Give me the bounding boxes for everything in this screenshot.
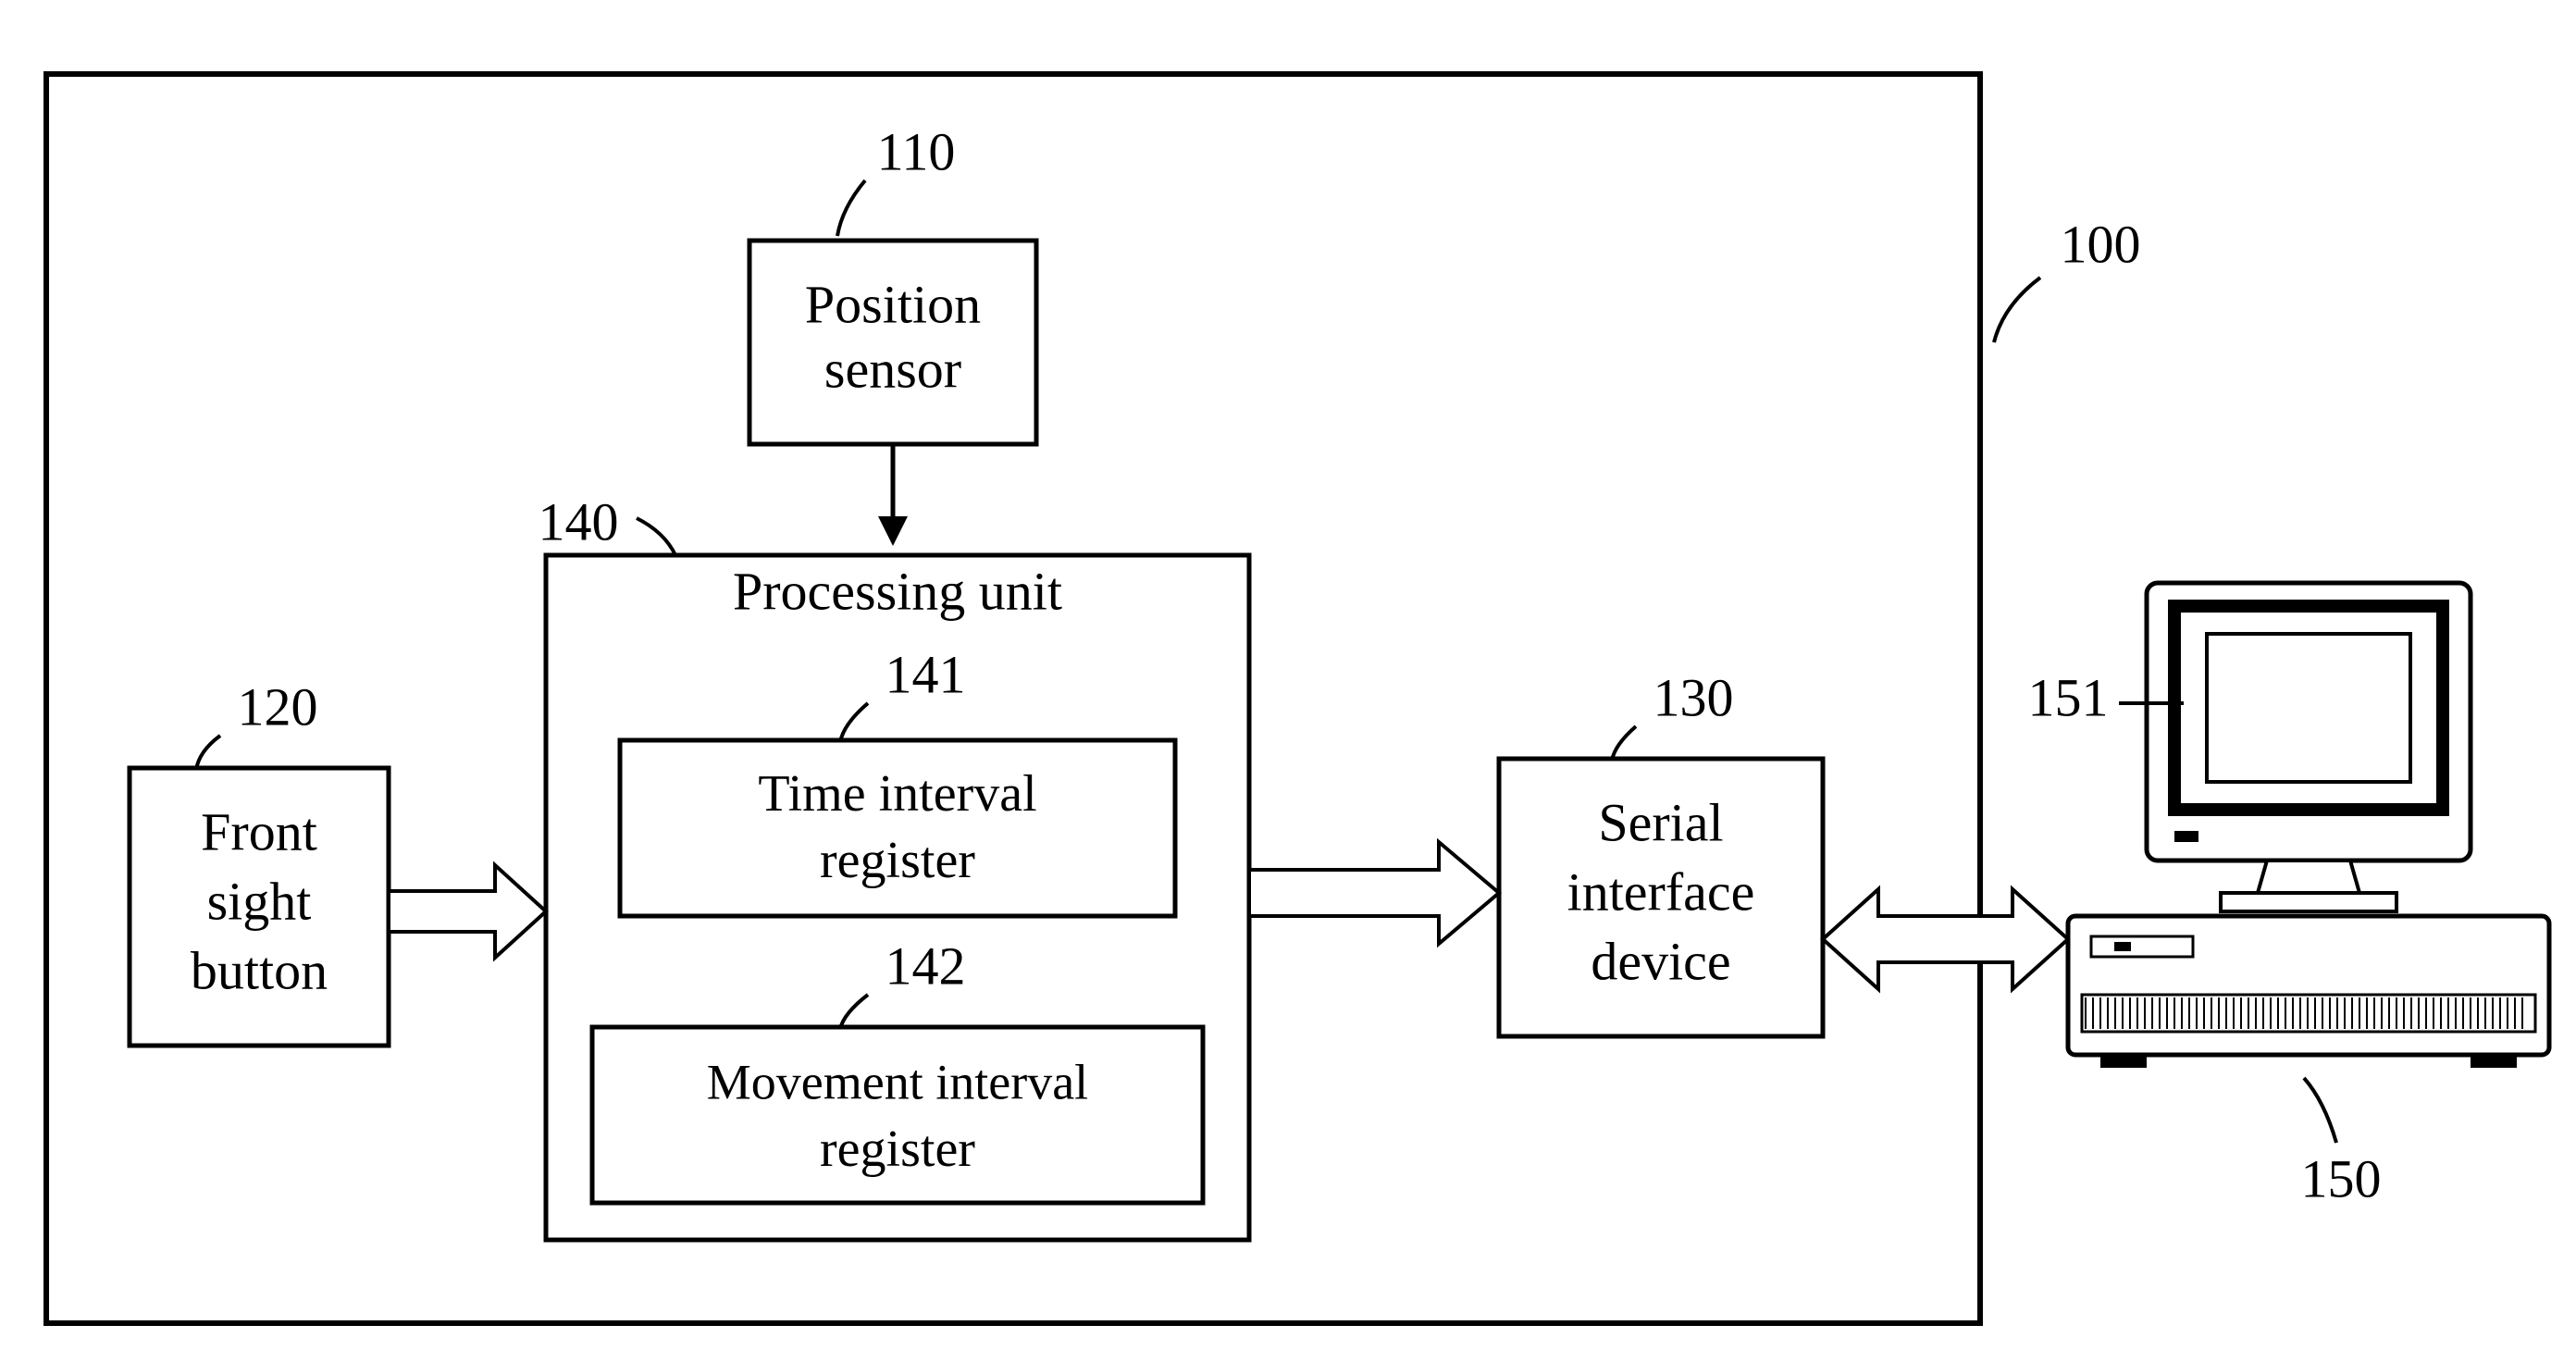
- movement_interval_register-ref: 142: [886, 935, 966, 996]
- serial_interface_device-line-2: device: [1591, 931, 1730, 991]
- position_sensor-line-0: Position: [805, 274, 981, 334]
- time_interval_register-line-1: register: [820, 832, 975, 889]
- processing_unit-title: Processing unit: [733, 561, 1062, 621]
- position_sensor-line-1: sensor: [824, 339, 961, 399]
- movement_interval_register-line-1: register: [820, 1121, 975, 1178]
- time_interval_register-line-0: Time interval: [758, 765, 1036, 823]
- movement_interval_register-line-0: Movement interval: [707, 1054, 1088, 1109]
- serial_interface_device-ref: 130: [1653, 667, 1734, 727]
- processing_unit-ref: 140: [539, 491, 619, 551]
- ref-100: 100: [2061, 214, 2141, 274]
- serial_interface_device-line-1: interface: [1567, 861, 1755, 922]
- front_sight_button-line-2: button: [191, 940, 328, 1000]
- position_sensor-ref: 110: [877, 121, 956, 181]
- front_sight_button-line-0: Front: [201, 801, 317, 861]
- front_sight_button-ref: 120: [238, 676, 318, 737]
- time_interval_register-ref: 141: [886, 644, 966, 704]
- ref-150: 150: [2301, 1148, 2382, 1208]
- serial_interface_device-line-0: Serial: [1598, 792, 1723, 852]
- front_sight_button-line-1: sight: [207, 871, 312, 931]
- ref-151: 151: [2028, 667, 2109, 727]
